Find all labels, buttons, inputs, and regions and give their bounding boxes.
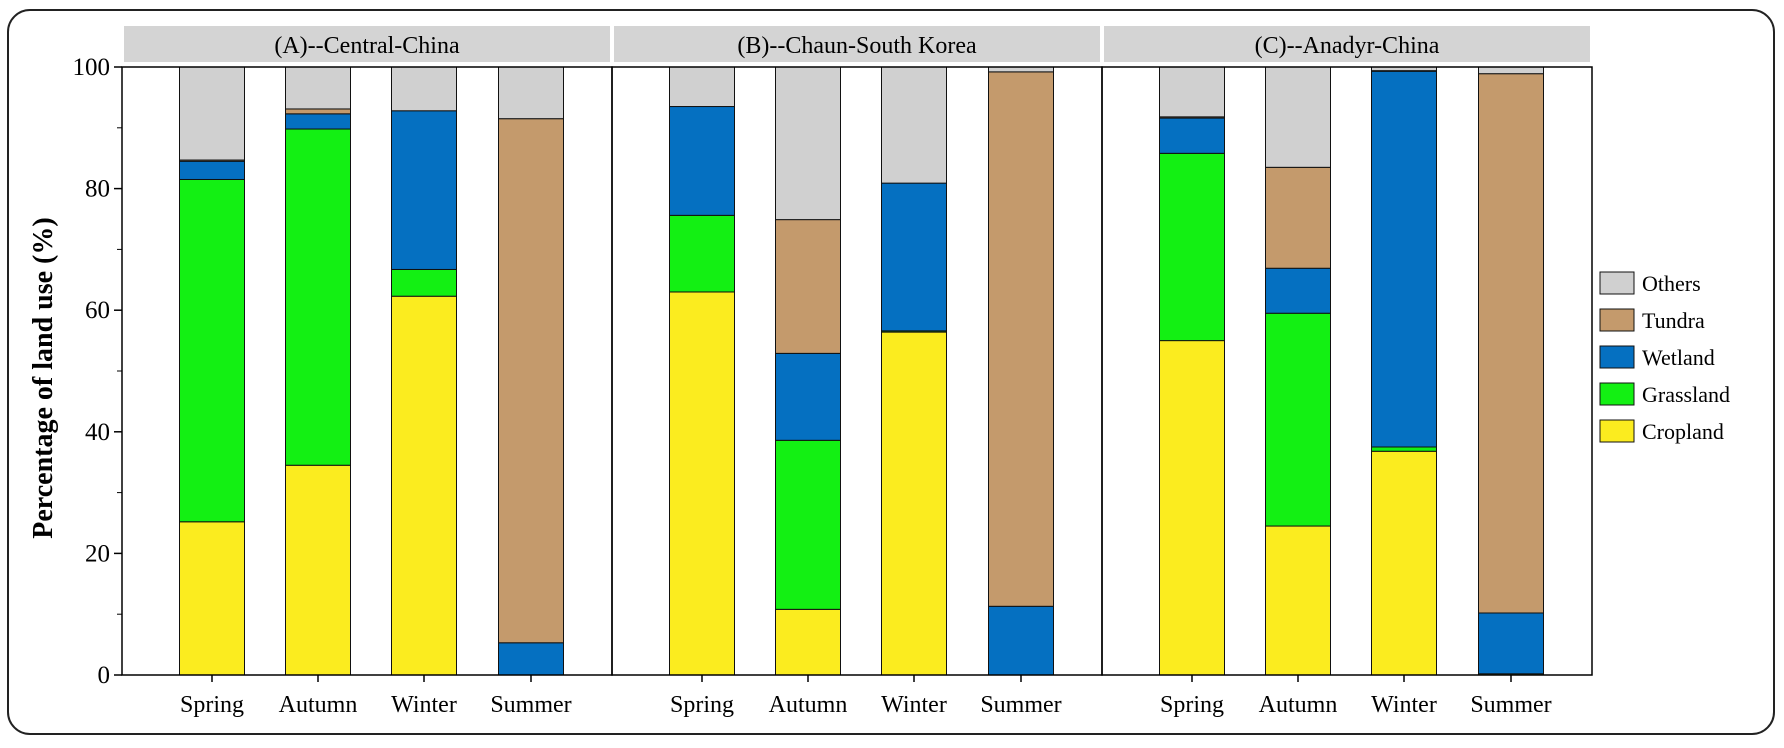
panel-a-header [124,26,610,62]
panel-c-bar-spring-grassland [1159,152,1225,342]
legend-swatch-grassland [1599,382,1635,406]
panel-c-bar-autumn-wetland [1265,267,1331,314]
panel-b-x-tick-label-spring: Spring [670,692,734,718]
panel-a-bar-autumn-cropland [285,464,351,676]
panel-b-bar-winter-wetland [881,182,947,332]
panel-a-bar-autumn-tundra [285,108,351,115]
panel-b-bar-summer-wetland [988,605,1054,676]
panel-c-bar-winter-grassland [1371,446,1437,452]
panel-c-bar-autumn-others [1265,66,1331,168]
panel-c-bar-winter-cropland [1371,450,1437,676]
panel-b-bar-winter-cropland [881,331,947,676]
panel-a-bar-autumn-wetland [285,113,351,130]
axes: Spring Autumn Winter Summer Spring Autumn Wint… [73,54,1593,718]
panel-a-bar-autumn-others [285,66,351,110]
panel-a-bar-winter-grassland [391,268,457,297]
legend-label-wetland: Wetland [1642,345,1715,370]
panel-c-bar-spring-others [1159,66,1225,118]
panel-a-bar-summer-wetland [498,642,564,676]
panel-b-bar-autumn-cropland [775,608,841,676]
y-tick-label-60: 60 [85,297,110,324]
y-tick-label-0: 0 [98,662,111,689]
panel-a-bar-winter-cropland [391,295,457,676]
panel-a-x-tick-label-autumn: Autumn [279,692,358,718]
panel-a-bar-spring-wetland [179,160,245,180]
y-tick-label-40: 40 [85,419,110,446]
panel-b-bar-autumn-grassland [775,439,841,610]
legend-swatch-others [1599,271,1635,295]
panel-b-x-tick-label-winter: Winter [881,692,947,718]
panel-c-bar-summer-others [1478,66,1544,75]
panel-a-title: (A)--Central-China [274,33,460,59]
panel-c-bar-spring-wetland [1159,117,1225,154]
panel-b-header [614,26,1100,62]
panel-c-bar-winter-wetland [1371,70,1437,448]
panel-c-bar-autumn-tundra [1265,166,1331,269]
panel-a-bar-winter-wetland [391,110,457,270]
panel-b-bar-autumn-others [775,66,841,221]
panel-c-x-tick-label-summer: Summer [1470,692,1551,718]
panel-b-x-tick-label-summer: Summer [980,692,1061,718]
panel-b-x-tick-label-autumn: Autumn [769,692,848,718]
bars [179,66,1544,676]
y-axis-label: Percentage of land use (%) [28,217,59,538]
panel-c-bar-autumn-grassland [1265,312,1331,527]
panel-b-title: (B)--Chaun-South Korea [737,33,977,59]
panel-c-title: (C)--Anadyr-China [1255,33,1440,59]
panel-a-bar-spring-others [179,66,245,161]
panel-b-bar-autumn-tundra [775,219,841,354]
panel-b-bar-winter-others [881,66,947,184]
panel-a-bar-summer-others [498,66,564,120]
panel-c-x-tick-label-winter: Winter [1371,692,1437,718]
panel-b-bar-autumn-wetland [775,352,841,441]
panel-c-bar-spring-cropland [1159,340,1225,676]
y-tick-label-100: 100 [73,54,111,81]
legend-label-others: Others [1642,271,1701,296]
y-tick-label-80: 80 [85,176,110,203]
panel-a-bar-autumn-grassland [285,128,351,466]
legend-label-grassland: Grassland [1642,382,1730,407]
panel-c-frame [1101,66,1593,676]
panel-a-bar-spring-cropland [179,521,245,676]
panel-c-bar-autumn-cropland [1265,525,1331,676]
panel-c-header [1104,26,1590,62]
panel-a-x-tick-label-winter: Winter [391,692,457,718]
panel-c-x-tick-label-autumn: Autumn [1259,692,1338,718]
panel-b-bar-spring-wetland [669,106,735,216]
panel-b-bar-spring-cropland [669,291,735,676]
legend-label-cropland: Cropland [1642,419,1724,444]
panel-b-bar-summer-tundra [988,71,1054,607]
panel-a-x-tick-label-summer: Summer [490,692,571,718]
panel-c-bar-summer-wetland [1478,612,1544,675]
y-tick-label-20: 20 [85,540,110,567]
panel-c-x-tick-label-spring: Spring [1160,692,1224,718]
panel-b-bar-spring-others [669,66,735,108]
legend: Others Tundra Wetland Grassland Cropland [1599,271,1730,444]
legend-swatch-wetland [1599,345,1635,369]
panel-a-x-tick-label-spring: Spring [180,692,244,718]
panel-a-bar-spring-grassland [179,178,245,523]
legend-swatch-cropland [1599,419,1635,443]
panel-a-bar-winter-others [391,66,457,112]
panel-c-bar-summer-tundra [1478,73,1544,614]
panel-headers: (A)--Central-China (B)--Chaun-South Korea… [124,26,1590,62]
panel-b-bar-spring-grassland [669,214,735,293]
panel-a-bar-summer-tundra [498,118,564,644]
legend-swatch-tundra [1599,308,1635,332]
legend-label-tundra: Tundra [1642,308,1705,333]
